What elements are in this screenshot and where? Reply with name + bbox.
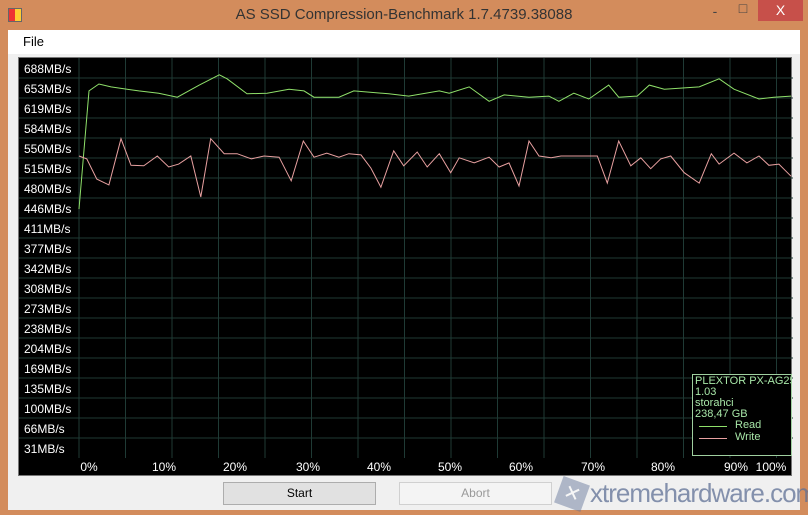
y-tick-label: 66MB/s — [24, 422, 65, 436]
x-tick-label: 40% — [367, 460, 391, 474]
x-tick-label: 100% — [756, 460, 787, 474]
x-tick-label: 60% — [509, 460, 533, 474]
legend-device: PLEXTOR PX-AG25 — [695, 375, 792, 387]
benchmark-chart: 688MB/s 653MB/s 619MB/s 584MB/s 550MB/s 515MB… — [18, 57, 793, 476]
legend-write-swatch — [699, 438, 727, 439]
x-tick-label: 20% — [223, 460, 247, 474]
x-tick-label: 30% — [296, 460, 320, 474]
x-tick-label: 10% — [152, 460, 176, 474]
legend-write-label: Write — [735, 431, 761, 443]
y-tick-label: 342MB/s — [24, 262, 71, 276]
y-tick-label: 273MB/s — [24, 302, 71, 316]
app-icon — [8, 8, 22, 22]
y-tick-label: 446MB/s — [24, 202, 71, 216]
y-tick-label: 31MB/s — [24, 442, 65, 456]
y-tick-label: 377MB/s — [24, 242, 71, 256]
y-tick-label: 204MB/s — [24, 342, 71, 356]
legend-read-label: Read — [735, 419, 762, 431]
abort-button: Abort — [399, 482, 552, 505]
x-tick-label: 50% — [438, 460, 462, 474]
window-title: AS SSD Compression-Benchmark 1.7.4739.38… — [235, 6, 573, 23]
y-tick-label: 688MB/s — [24, 62, 71, 76]
legend-read-swatch — [699, 426, 727, 427]
y-tick-label: 584MB/s — [24, 122, 71, 136]
legend-write: Write — [695, 432, 789, 444]
watermark: xtremehardware.com — [590, 478, 808, 508]
y-tick-label: 135MB/s — [24, 382, 71, 396]
maximize-button[interactable]: □ — [738, 0, 748, 16]
y-tick-label: 480MB/s — [24, 182, 71, 196]
x-tick-label: 80% — [651, 460, 675, 474]
x-tick-label: 0% — [80, 460, 98, 474]
menu-file[interactable]: File — [23, 34, 44, 49]
legend: PLEXTOR PX-AG25 1.03 storahci 238,47 GB … — [692, 374, 792, 456]
legend-firmware: 1.03 — [695, 386, 717, 398]
y-tick-label: 619MB/s — [24, 102, 71, 116]
y-tick-label: 515MB/s — [24, 162, 71, 176]
y-tick-label: 238MB/s — [24, 322, 71, 336]
series-read-line — [78, 74, 792, 210]
x-tick-label: 90% — [724, 460, 748, 474]
y-tick-label: 411MB/s — [24, 222, 70, 236]
minimize-button[interactable]: - — [712, 3, 718, 19]
legend-read: Read — [695, 420, 789, 432]
y-tick-label: 169MB/s — [24, 362, 71, 376]
legend-capacity: 238,47 GB — [695, 408, 748, 420]
series-write-line — [78, 137, 792, 198]
y-tick-label: 308MB/s — [24, 282, 71, 296]
close-button[interactable]: X — [758, 0, 803, 21]
chart-canvas: 688MB/s 653MB/s 619MB/s 584MB/s 550MB/s 515MB… — [19, 58, 793, 474]
legend-driver: storahci — [695, 397, 734, 409]
x-tick-label: 70% — [581, 460, 605, 474]
y-tick-label: 100MB/s — [24, 402, 71, 416]
y-tick-label: 550MB/s — [24, 142, 71, 156]
title-bar: AS SSD Compression-Benchmark 1.7.4739.38… — [0, 0, 808, 30]
y-tick-label: 653MB/s — [24, 82, 71, 96]
start-button[interactable]: Start — [223, 482, 376, 505]
menu-bar: File — [8, 30, 800, 54]
